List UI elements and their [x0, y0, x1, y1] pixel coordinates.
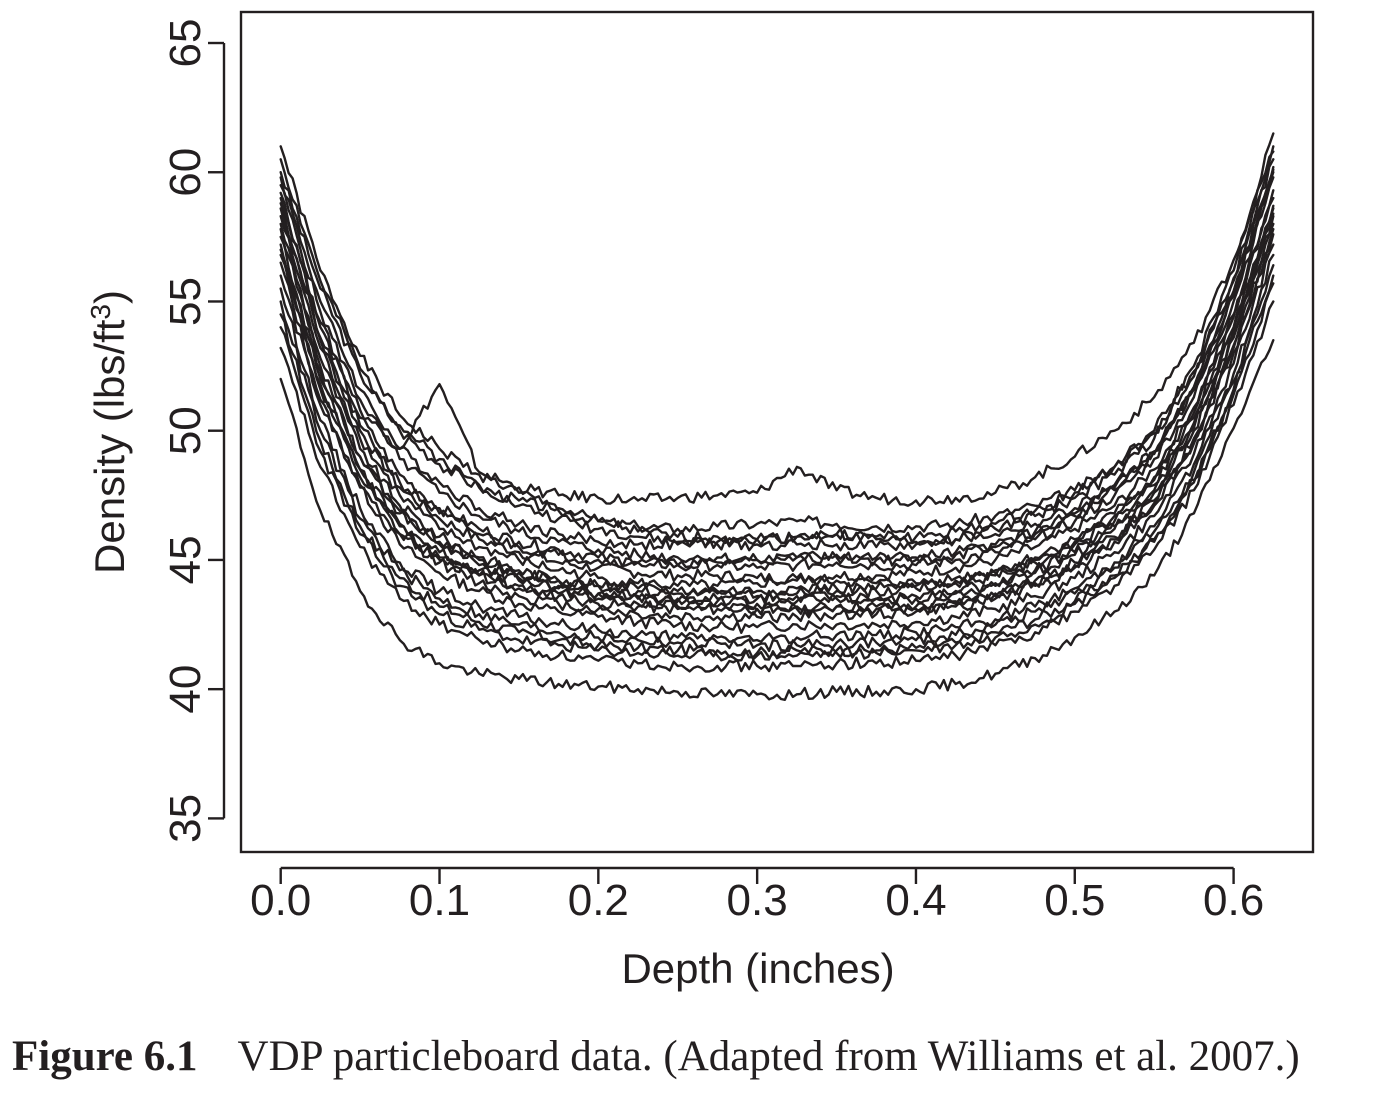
series-line-3	[279, 158, 1275, 535]
y-axis-title-main: Density (lbs/ft	[86, 319, 133, 574]
x-tick-label: 0.4	[885, 876, 946, 925]
x-tick-label: 0.6	[1203, 876, 1264, 925]
y-tick-label: 65	[161, 19, 210, 68]
series-line-4	[279, 170, 1275, 552]
curves-group	[279, 132, 1275, 701]
y-tick-label: 60	[161, 148, 210, 197]
y-tick-label: 50	[161, 406, 210, 455]
x-tick-label: 0.1	[409, 876, 470, 925]
y-axis-title-end: )	[86, 290, 133, 304]
series-line-16	[279, 264, 1275, 653]
series-line-22	[279, 204, 1275, 596]
x-tick-label: 0.5	[1044, 876, 1105, 925]
series-line-6	[279, 176, 1275, 573]
series-line-24	[279, 212, 1275, 611]
series-line-13	[279, 243, 1275, 634]
y-tick-label: 45	[161, 535, 210, 584]
x-tick-label: 0.0	[250, 876, 311, 925]
y-tick-label: 55	[161, 277, 210, 326]
series-line-23	[279, 282, 1275, 662]
series-line-20	[279, 150, 1275, 507]
figure-caption: Figure 6.1 VDP particleboard data. (Adapt…	[12, 1032, 1380, 1081]
x-tick-label: 0.3	[727, 876, 788, 925]
y-axis-title: Density (lbs/ft3)	[85, 290, 133, 574]
y-tick-label: 40	[161, 665, 210, 714]
chart: 0.0 0.1 0.2 0.3 0.4 0.5 0.6 35 40 45 50 55 60 65 Dep…	[85, 10, 1315, 992]
x-tick-label: 0.2	[568, 876, 629, 925]
series-line-2	[279, 145, 1275, 552]
series-line-1	[279, 132, 1275, 546]
series-line-8	[279, 196, 1275, 591]
series-line-19	[279, 339, 1275, 701]
y-axis-title-sup: 3	[85, 304, 116, 320]
series-line-21	[279, 168, 1275, 572]
x-axis: 0.0 0.1 0.2 0.3 0.4 0.5 0.6	[250, 866, 1264, 925]
caption-label: Figure 6.1	[12, 1033, 198, 1080]
y-axis: 35 40 45 50 55 60 65	[161, 19, 226, 843]
x-axis-title: Depth (inches)	[621, 945, 894, 992]
caption-text: VDP particleboard data. (Adapted from Wi…	[237, 1033, 1300, 1080]
series-line-18	[279, 300, 1275, 673]
plot-frame	[239, 10, 1315, 854]
y-tick-label: 35	[161, 794, 210, 843]
series-line-14	[279, 227, 1275, 616]
